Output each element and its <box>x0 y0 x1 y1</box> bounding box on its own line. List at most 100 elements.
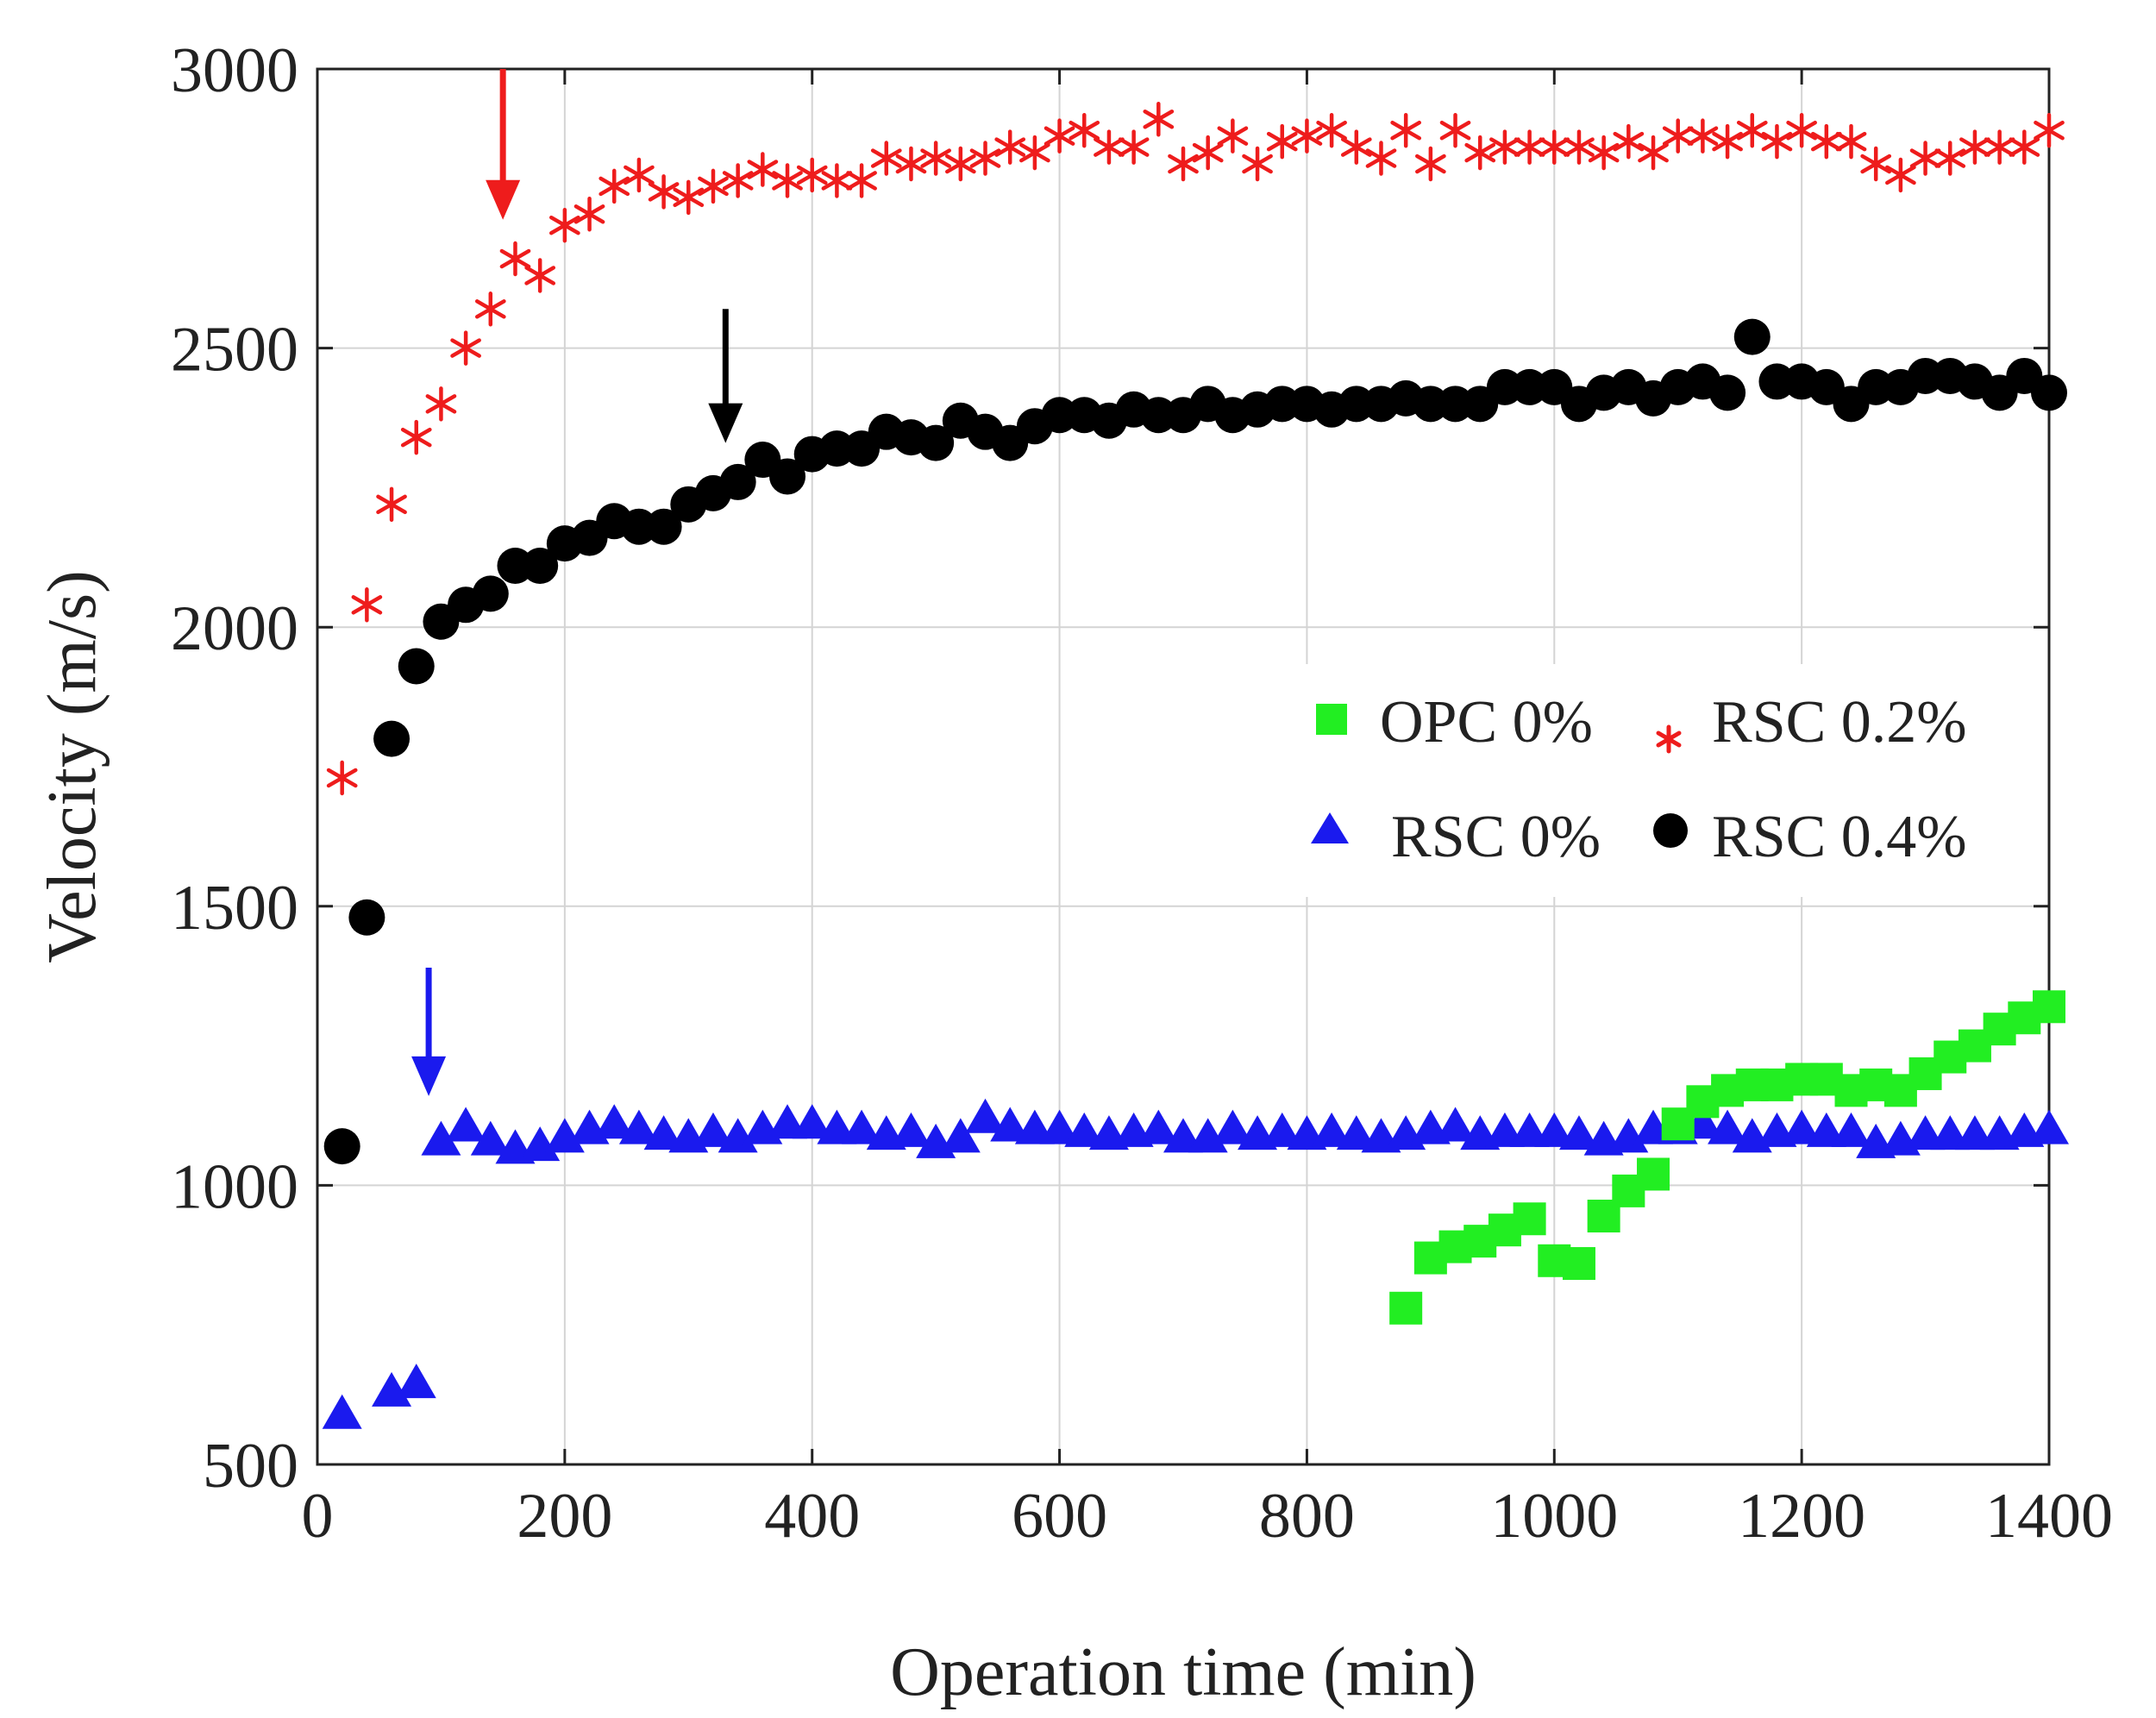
data-point-asterisk <box>1786 112 1817 148</box>
plot-frame <box>316 67 2051 1466</box>
data-point-asterisk <box>1143 101 1175 137</box>
data-point-asterisk <box>2009 129 2040 165</box>
data-point-triangle <box>470 1120 511 1156</box>
data-point-asterisk <box>549 207 580 243</box>
data-point-triangle <box>1262 1112 1302 1147</box>
data-series <box>322 101 2069 1429</box>
data-point-circle <box>918 424 955 461</box>
data-point-square <box>1637 1157 1670 1191</box>
data-point-asterisk <box>1909 141 1941 176</box>
data-point-circle <box>1709 374 1746 411</box>
data-point-asterisk <box>2034 112 2065 148</box>
x-axis-title: Operation time (min) <box>890 1634 1476 1710</box>
data-point-asterisk <box>1340 129 1372 165</box>
annotation-arrow <box>708 309 743 443</box>
data-point-asterisk <box>376 486 407 523</box>
data-point-circle <box>373 720 411 757</box>
legend-marker-circle <box>1653 813 1688 848</box>
data-point-asterisk <box>1044 118 1075 154</box>
arrow-head <box>411 1056 447 1096</box>
data-point-asterisk <box>1415 146 1446 182</box>
data-point-triangle <box>1312 1112 1352 1147</box>
x-tick-label: 400 <box>764 1481 860 1552</box>
data-point-asterisk <box>1217 118 1249 154</box>
x-tick-label: 1400 <box>1985 1481 2113 1552</box>
annotation-arrows <box>411 69 743 1096</box>
data-point-circle <box>769 458 806 495</box>
data-point-triangle <box>990 1107 1031 1142</box>
data-point-asterisk <box>870 141 902 176</box>
data-point-asterisk <box>499 241 531 277</box>
x-tick-label: 200 <box>517 1481 612 1552</box>
data-point-circle <box>472 575 509 612</box>
y-tick-label: 1500 <box>171 873 298 944</box>
legend-label-rsc-0-2: RSC 0.2% <box>1712 689 1967 756</box>
data-point-asterisk <box>1019 135 1050 171</box>
data-point-triangle <box>396 1364 436 1399</box>
data-point-asterisk <box>450 330 481 366</box>
legend-marker-square <box>1316 704 1347 735</box>
data-point-asterisk <box>969 141 1001 176</box>
data-point-triangle <box>965 1098 1006 1133</box>
data-point-asterisk <box>1984 129 2015 165</box>
data-point-triangle <box>322 1394 362 1429</box>
data-point-asterisk <box>895 146 927 182</box>
x-axis-tick-labels: 0 200 400 600 800 1000 1200 1400 <box>302 1481 2114 1552</box>
x-tick-label: 600 <box>1012 1481 1107 1552</box>
legend-background <box>1275 664 2034 897</box>
data-point-circle <box>719 463 756 500</box>
y-tick-label: 3000 <box>171 35 298 106</box>
data-point-triangle <box>1435 1107 1476 1142</box>
data-point-triangle <box>421 1120 461 1156</box>
data-point-triangle <box>693 1112 733 1147</box>
data-point-asterisk <box>1514 129 1545 165</box>
legend-label-rsc-0-4: RSC 0.4% <box>1712 804 1967 870</box>
legend-entry-rsc-0-2: RSC 0.2% <box>1656 689 1967 756</box>
data-point-asterisk <box>1588 135 1620 171</box>
data-point-asterisk <box>1736 112 1768 148</box>
data-point-asterisk <box>1242 146 1273 182</box>
data-point-triangle <box>1039 1109 1080 1144</box>
legend: OPC 0% RSC 0.2% RSC 0% RSC 0.4% <box>1275 664 2034 897</box>
data-point-asterisk <box>698 168 729 204</box>
data-point-triangle <box>891 1112 931 1147</box>
data-point-triangle <box>1336 1115 1376 1151</box>
legend-label-opc-0: OPC 0% <box>1380 689 1593 756</box>
y-tick-label: 2000 <box>171 593 298 664</box>
data-point-asterisk <box>524 258 556 293</box>
data-point-asterisk <box>920 141 951 176</box>
x-tick-label: 0 <box>302 1481 334 1552</box>
y-axis-tick-labels: 500 1000 1500 2000 2500 3000 <box>171 35 298 1502</box>
y-axis-title: Velocity (m/s) <box>34 570 110 962</box>
x-tick-label: 800 <box>1259 1481 1355 1552</box>
x-tick-label: 1200 <box>1738 1481 1865 1552</box>
data-point-asterisk <box>1069 112 1100 148</box>
data-point-asterisk <box>1662 118 1694 154</box>
data-point-asterisk <box>1835 123 1867 160</box>
legend-entry-rsc-0: RSC 0% <box>1311 804 1601 870</box>
data-point-asterisk <box>1712 123 1743 160</box>
legend-marker-triangle <box>1311 812 1349 843</box>
data-point-asterisk <box>1365 141 1397 176</box>
data-point-asterisk <box>1266 123 1298 160</box>
data-point-asterisk <box>1613 123 1645 160</box>
data-point-triangle <box>1064 1112 1105 1147</box>
data-point-circle <box>348 899 385 936</box>
data-point-asterisk <box>599 168 630 204</box>
data-point-triangle <box>643 1115 684 1151</box>
data-point-asterisk <box>1192 135 1224 171</box>
data-point-asterisk <box>351 587 383 623</box>
legend-label-rsc-0: RSC 0% <box>1391 804 1601 870</box>
data-point-asterisk <box>722 163 754 198</box>
data-point-asterisk <box>821 163 853 198</box>
data-point-asterisk <box>1316 112 1347 148</box>
data-point-asterisk <box>1291 118 1323 154</box>
legend-marker-asterisk <box>1656 724 1682 754</box>
legend-entry-opc-0: OPC 0% <box>1316 689 1593 756</box>
axis-ticks <box>316 67 2051 1466</box>
data-point-circle <box>398 648 435 685</box>
data-point-asterisk <box>1464 135 1496 171</box>
series-rsc-0-2 <box>326 101 2065 796</box>
data-point-triangle <box>842 1109 882 1144</box>
